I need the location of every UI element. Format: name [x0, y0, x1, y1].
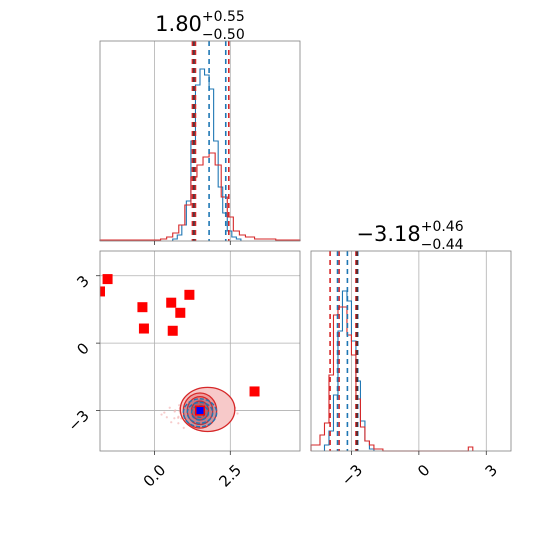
marginal-y-title: −3.18+0.46 −0.44: [356, 219, 463, 253]
x-tick-label: 2.5: [215, 461, 245, 491]
sample-point: [178, 404, 181, 407]
outlier-marker: [102, 274, 113, 285]
panel-marginal-x: 1.80+0.55 −0.50: [99, 9, 301, 245]
panel-frame: [310, 250, 512, 452]
title-value: 1.80: [155, 12, 202, 36]
sample-point: [163, 411, 166, 414]
x-tick-label: 3: [482, 461, 501, 480]
title-minus: −0.50: [202, 27, 245, 43]
panel-marginal-y: −3 0 3 −3.18+0.46 −0.44: [310, 219, 512, 489]
y-tick-label: 3: [73, 272, 92, 291]
marginal-x-title: 1.80+0.55 −0.50: [155, 9, 245, 43]
title-minus: −0.44: [421, 237, 464, 253]
outlier-marker: [137, 302, 148, 313]
sample-point: [177, 422, 180, 425]
x-tick-label: 0.0: [140, 461, 170, 491]
outlier-marker: [175, 307, 186, 318]
histogram-step-1: [310, 306, 474, 452]
panel-frame: [99, 250, 301, 452]
y-tick-label: −3: [64, 407, 92, 435]
outlier-marker: [100, 286, 105, 297]
outlier-marker: [166, 297, 177, 308]
outlier-marker: [249, 386, 260, 397]
sample-point: [236, 412, 239, 415]
y-tick-label: 0: [73, 339, 92, 358]
contour-blue-1: [186, 401, 214, 424]
sample-point: [177, 415, 180, 418]
histogram-step-1: [99, 152, 301, 241]
outlier-marker: [167, 325, 178, 336]
joint-plot-area: [100, 274, 260, 433]
title-value: −3.18: [356, 222, 420, 246]
sample-point: [160, 413, 163, 416]
true-value-marker: [196, 407, 204, 415]
sample-point: [173, 417, 176, 420]
sample-point: [173, 410, 176, 413]
panel-joint: 0.0 2.5 −3 0 3: [64, 250, 301, 491]
panel-frame: [99, 40, 301, 242]
histogram-step-0: [323, 290, 375, 451]
title-plus: +0.55: [202, 9, 245, 25]
sample-point: [182, 426, 185, 429]
sample-point: [165, 416, 168, 419]
x-tick-label: 0: [414, 461, 433, 480]
title-plus: +0.46: [421, 219, 464, 235]
sample-point: [170, 421, 173, 424]
outlier-marker: [138, 323, 149, 334]
x-tick-label: −3: [338, 461, 366, 489]
sample-point: [168, 406, 171, 409]
outlier-marker: [184, 289, 195, 300]
